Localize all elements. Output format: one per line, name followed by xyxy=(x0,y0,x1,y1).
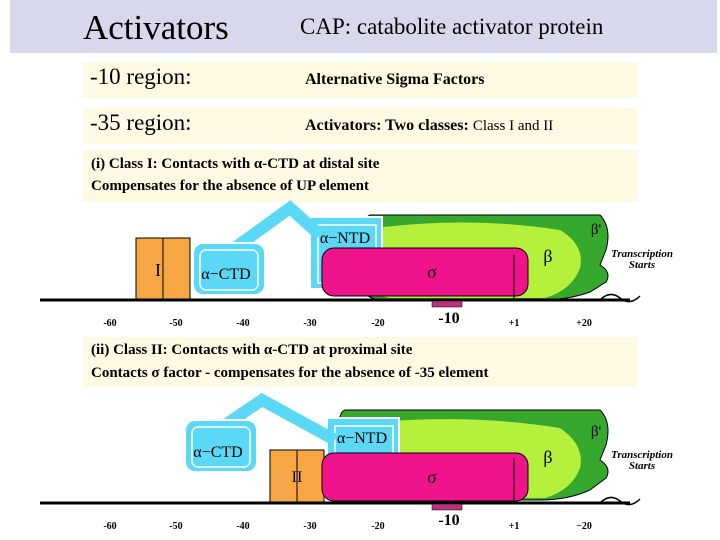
class2-sigma-label: σ xyxy=(427,467,437,487)
class2-transcription-label-2: Starts xyxy=(629,460,655,472)
class2-caption-line2: Contacts σ factor - compensates for the … xyxy=(91,365,489,381)
class1-beta-prime-label: β' xyxy=(591,222,602,238)
class1-alpha-ctd xyxy=(192,242,266,296)
class2-tick-label: -50 xyxy=(169,521,182,532)
row-minus35-label: -35 region: xyxy=(90,110,192,135)
class2-caption-line1: (ii) Class II: Contacts with α-CTD at pr… xyxy=(91,342,413,358)
class1-activator-right xyxy=(162,237,191,301)
class1-caption: (i) Class I: Contacts with α-CTD at dist… xyxy=(83,150,638,202)
class2-tick-label: -60 xyxy=(103,521,116,532)
class1-tick-label: +1 xyxy=(509,318,520,329)
class2-tick-label: -40 xyxy=(236,521,249,532)
class1-tick-label: -60 xyxy=(103,318,116,329)
class2-sigma-factor xyxy=(321,452,529,502)
class2-alpha-ctd xyxy=(184,419,258,473)
class2-minus10-box xyxy=(431,503,463,511)
class2-tick-label: -20 xyxy=(371,521,384,532)
class2-alpha-linker xyxy=(221,392,338,446)
class2-beta-prime-label: β' xyxy=(591,424,602,440)
row-minus35-text-small: Class I and II xyxy=(472,118,554,134)
class1-sigma-label: σ xyxy=(427,262,437,282)
class1-tick-label: -50 xyxy=(169,318,182,329)
class2-caption: (ii) Class II: Contacts with α-CTD at pr… xyxy=(83,337,638,387)
class1-beta-label: β xyxy=(543,246,552,266)
class2-beta-label: β xyxy=(543,447,552,467)
class2-minus10-label: -10 xyxy=(438,512,459,529)
class1-activator-label: I xyxy=(155,260,161,280)
class1-sigma-factor xyxy=(321,247,529,297)
class1-alpha-linker xyxy=(228,200,325,255)
class2-alpha-ntd-label: α−NTD xyxy=(337,430,387,447)
class1-transcription-label-1: Transcription xyxy=(611,248,673,260)
class2-alpha-ctd-label: α−CTD xyxy=(193,444,242,461)
class1-tick-label: -30 xyxy=(303,318,316,329)
class1-minus10-box xyxy=(431,300,463,308)
class2-transcription-label-1: Transcription xyxy=(611,449,673,461)
class1-minus10-label: -10 xyxy=(438,310,459,327)
row-minus10: -10 region: Alternative Sigma Factors xyxy=(83,62,638,98)
class1-transcription-label-2: Starts xyxy=(629,259,655,271)
class1-caption-line1: (i) Class I: Contacts with α-CTD at dist… xyxy=(91,156,380,172)
row-minus35-text-main: Activators: Two classes: xyxy=(305,117,473,134)
class1-alpha-ctd-inner xyxy=(199,249,259,291)
class2-activator-label: II xyxy=(292,469,303,486)
class2-tick-label: +1 xyxy=(509,521,520,532)
slide-title: Activators xyxy=(83,8,229,47)
row-minus10-label: -10 region: xyxy=(90,64,192,89)
class1-caption-line2: Compensates for the absence of UP elemen… xyxy=(91,178,370,194)
slide-subtitle: CAP: catabolite activator protein xyxy=(300,14,604,39)
header-banner: Activators CAP: catabolite activator pro… xyxy=(10,0,717,53)
class2-activator-right xyxy=(296,449,325,503)
class1-alpha-ctd-label: α−CTD xyxy=(201,266,250,283)
class2-transcript-arrow xyxy=(599,496,641,506)
row-minus10-text: Alternative Sigma Factors xyxy=(305,71,485,88)
class1-transcript-arrow xyxy=(599,293,641,303)
class2-activator-left xyxy=(269,449,298,503)
class1-tick-label: -20 xyxy=(371,318,384,329)
row-minus35: -35 region: Activators: Two classes: Cla… xyxy=(83,108,638,144)
row-minus35-text: Activators: Two classes: Class I and II xyxy=(305,117,553,135)
class2-tick-label: -30 xyxy=(303,521,316,532)
class2-alpha-ctd-inner xyxy=(191,426,251,468)
class2-tick-label: −20 xyxy=(576,521,592,532)
class1-tick-label: +20 xyxy=(576,318,592,329)
class1-tick-label: -40 xyxy=(236,318,249,329)
class1-alpha-ntd-label: α−NTD xyxy=(320,230,370,247)
